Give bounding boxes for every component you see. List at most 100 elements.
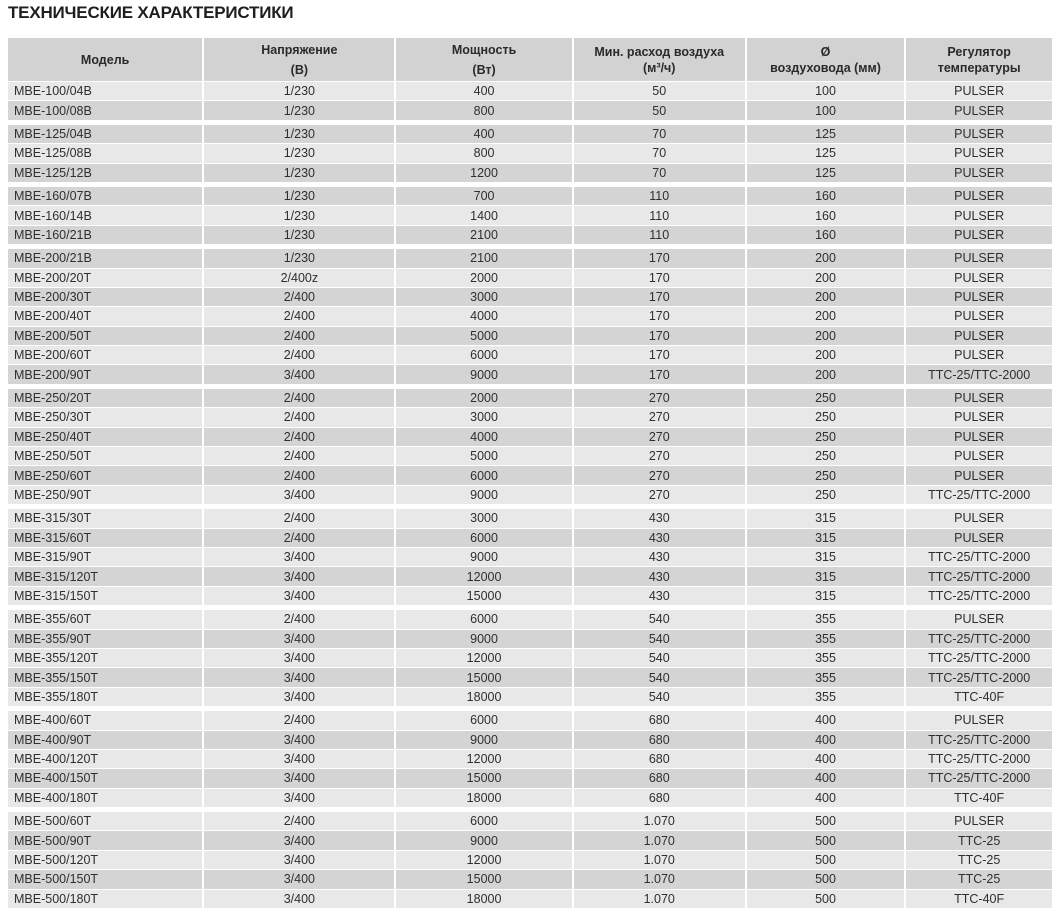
- table-row: MBE-200/30T 2/400 3000 170 200 PULSER: [8, 287, 1052, 307]
- cell-airflow: 170: [573, 346, 745, 365]
- cell-duct-diameter: 400: [746, 749, 905, 769]
- cell-duct-diameter: 160: [746, 225, 905, 245]
- cell-thermostat: PULSER: [906, 711, 1052, 730]
- cell-airflow: 70: [573, 163, 745, 182]
- cell-thermostat: PULSER: [906, 82, 1052, 101]
- cell-thermostat: PULSER: [906, 144, 1052, 163]
- cell-voltage: 2/400: [204, 466, 395, 485]
- cell-voltage: 1/230: [204, 186, 395, 206]
- cell-duct-diameter: 100: [746, 101, 905, 120]
- table-body: MBE-100/04B 1/230 400 50 100 PULSER MBE-100/08…: [8, 82, 1052, 909]
- cell-voltage: 2/400: [204, 528, 395, 547]
- cell-duct-diameter: 355: [746, 629, 905, 648]
- cell-duct-diameter: 315: [746, 586, 905, 606]
- cell-power: 6000: [396, 346, 572, 365]
- cell-voltage: 1/230: [204, 249, 395, 268]
- cell-thermostat: PULSER: [906, 812, 1052, 831]
- group-separator: [8, 707, 1052, 711]
- cell-voltage: 2/400: [204, 388, 395, 408]
- cell-voltage: 2/400: [204, 711, 395, 730]
- cell-model: MBE-400/150T: [8, 769, 203, 788]
- cell-voltage: 2/400z: [204, 268, 395, 287]
- table-row: MBE-200/40T 2/400 4000 170 200 PULSER: [8, 307, 1052, 326]
- table-row: MBE-400/60T 2/400 6000 680 400 PULSER: [8, 711, 1052, 730]
- cell-duct-diameter: 250: [746, 427, 905, 447]
- cell-airflow: 1.070: [573, 831, 745, 850]
- cell-model: MBE-200/30T: [8, 287, 203, 307]
- cell-model: MBE-500/150T: [8, 870, 203, 889]
- cell-voltage: 1/230: [204, 225, 395, 245]
- cell-thermostat: PULSER: [906, 326, 1052, 346]
- cell-power: 18000: [396, 788, 572, 808]
- cell-thermostat: PULSER: [906, 287, 1052, 307]
- cell-airflow: 110: [573, 206, 745, 225]
- cell-model: MBE-125/12B: [8, 163, 203, 182]
- cell-thermostat: TTC-25/TTC-2000: [906, 749, 1052, 769]
- cell-voltage: 3/400: [204, 870, 395, 889]
- page-title: ТЕХНИЧЕСКИЕ ХАРАКТЕРИСТИКИ: [8, 3, 294, 22]
- cell-model: MBE-250/40T: [8, 427, 203, 447]
- table-row: MBE-500/180T 3/400 18000 1.070 500 TTC-40F: [8, 889, 1052, 909]
- cell-duct-diameter: 400: [746, 788, 905, 808]
- cell-model: MBE-160/07B: [8, 186, 203, 206]
- cell-thermostat: PULSER: [906, 346, 1052, 365]
- cell-model: MBE-250/90T: [8, 485, 203, 505]
- cell-voltage: 2/400: [204, 610, 395, 629]
- header-text: Мощность: [451, 42, 517, 57]
- cell-voltage: 2/400: [204, 427, 395, 447]
- table-row: MBE-400/180T 3/400 18000 680 400 TTC-40F: [8, 788, 1052, 808]
- cell-power: 2000: [396, 268, 572, 287]
- cell-power: 9000: [396, 730, 572, 749]
- cell-model: MBE-315/30T: [8, 509, 203, 528]
- cell-thermostat: PULSER: [906, 268, 1052, 287]
- cell-airflow: 680: [573, 749, 745, 769]
- cell-duct-diameter: 500: [746, 870, 905, 889]
- table-header-row: Модель Напряжение (В) Мощность (Вт) Мин. р…: [8, 38, 1052, 81]
- cell-airflow: 110: [573, 186, 745, 206]
- cell-power: 1400: [396, 206, 572, 225]
- cell-thermostat: PULSER: [906, 509, 1052, 528]
- cell-model: MBE-200/40T: [8, 307, 203, 326]
- cell-airflow: 170: [573, 307, 745, 326]
- cell-airflow: 540: [573, 668, 745, 687]
- cell-thermostat: PULSER: [906, 307, 1052, 326]
- cell-power: 9000: [396, 547, 572, 567]
- cell-voltage: 2/400: [204, 326, 395, 346]
- cell-voltage: 3/400: [204, 485, 395, 505]
- column-header-model: Модель: [8, 38, 203, 81]
- cell-duct-diameter: 250: [746, 447, 905, 466]
- cell-power: 18000: [396, 889, 572, 909]
- cell-voltage: 3/400: [204, 788, 395, 808]
- cell-thermostat: PULSER: [906, 206, 1052, 225]
- cell-airflow: 50: [573, 82, 745, 101]
- cell-power: 6000: [396, 610, 572, 629]
- group-separator-cell: [8, 808, 1052, 812]
- cell-thermostat: TTC-25/TTC-2000: [906, 769, 1052, 788]
- table-row: MBE-400/150T 3/400 15000 680 400 TTC-25/TTC-2…: [8, 769, 1052, 788]
- cell-duct-diameter: 200: [746, 268, 905, 287]
- cell-power: 4000: [396, 307, 572, 326]
- cell-thermostat: PULSER: [906, 249, 1052, 268]
- cell-duct-diameter: 500: [746, 850, 905, 870]
- cell-power: 12000: [396, 567, 572, 586]
- cell-voltage: 2/400: [204, 509, 395, 528]
- group-separator-cell: [8, 245, 1052, 249]
- cell-thermostat: TTC-25: [906, 831, 1052, 850]
- cell-thermostat: TTC-25/TTC-2000: [906, 629, 1052, 648]
- cell-model: MBE-500/180T: [8, 889, 203, 909]
- cell-power: 4000: [396, 427, 572, 447]
- cell-power: 5000: [396, 447, 572, 466]
- cell-voltage: 2/400: [204, 408, 395, 427]
- cell-model: MBE-315/150T: [8, 586, 203, 606]
- table-row: MBE-250/30T 2/400 3000 270 250 PULSER: [8, 408, 1052, 427]
- cell-duct-diameter: 160: [746, 186, 905, 206]
- cell-model: MBE-200/60T: [8, 346, 203, 365]
- cell-model: MBE-315/90T: [8, 547, 203, 567]
- cell-voltage: 3/400: [204, 831, 395, 850]
- cell-power: 15000: [396, 586, 572, 606]
- table-row: MBE-315/120T 3/400 12000 430 315 TTC-25/TTC-2…: [8, 567, 1052, 586]
- group-separator: [8, 606, 1052, 610]
- cell-airflow: 270: [573, 447, 745, 466]
- header-unit: воздуховода (мм): [770, 60, 881, 75]
- cell-power: 15000: [396, 769, 572, 788]
